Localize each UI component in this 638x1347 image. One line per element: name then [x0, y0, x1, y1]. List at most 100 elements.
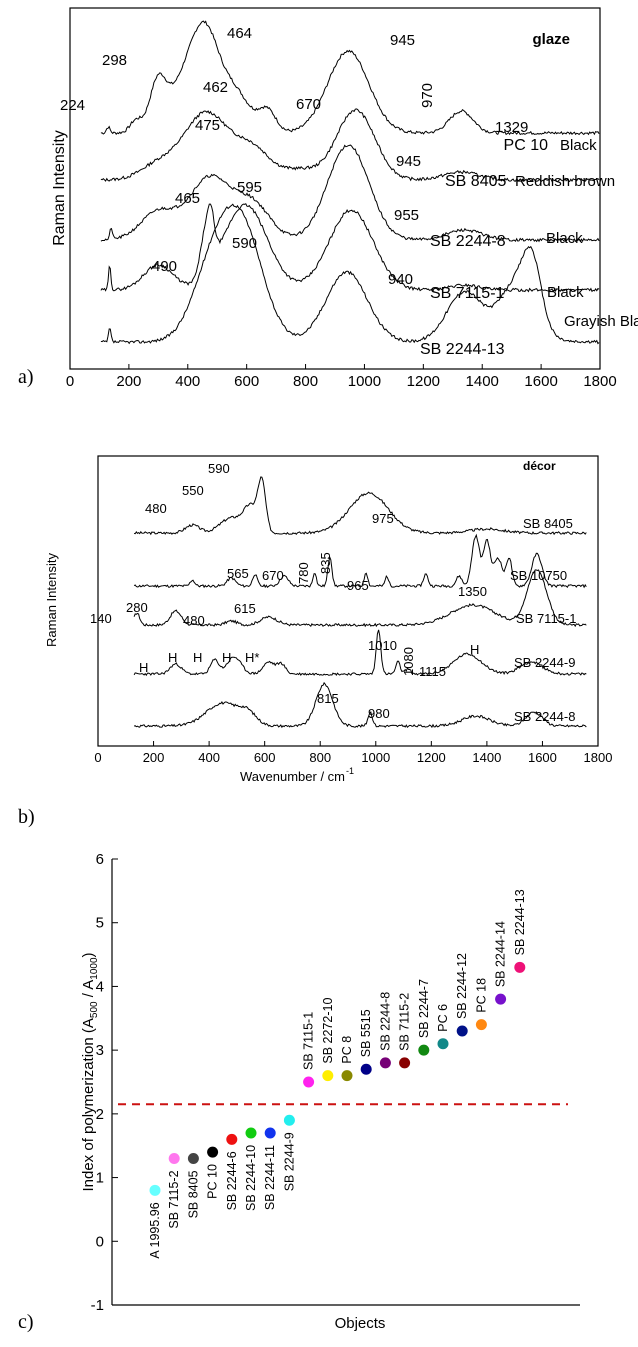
panel-b-spectra: [133, 476, 587, 729]
panel-c-ylabel-mid: / A: [80, 980, 97, 1002]
panel-b-xlabel: Wavenumber / cm: [240, 769, 345, 784]
c-point: [226, 1133, 238, 1145]
a-xtick-label: 200: [116, 373, 141, 390]
a-peak-595: 595: [237, 179, 262, 196]
a-peak-945-2: 945: [396, 153, 421, 170]
b-hematite-star: H*: [245, 650, 259, 665]
b-series-label-sb10750: SB 10750: [510, 568, 567, 583]
b-peak-1010: 1010: [368, 638, 397, 653]
panel-c-ylabel-main: Index of polymerization (A: [80, 1018, 97, 1191]
c-point: [264, 1127, 276, 1139]
a-peak-462: 462: [203, 79, 228, 96]
panel-c-ylabel-sub2: 1000: [89, 957, 100, 980]
c-ytick-label: 3: [96, 1042, 104, 1059]
panel-b-xticks: 0 200 400 600 800 1000 1200 1400 1600 1800: [94, 741, 612, 765]
a-peak-475: 475: [195, 117, 220, 134]
a-series-color-sb2244-8: Black: [546, 230, 583, 247]
c-point-label: SB 7115-2: [167, 1170, 181, 1228]
c-point-label: SB 2272-10: [321, 998, 335, 1064]
a-peak-670: 670: [296, 96, 321, 113]
c-point: [245, 1127, 257, 1139]
panel-c-ylabel-end: ): [80, 952, 97, 957]
c-point-label: PC 6: [436, 1004, 450, 1032]
b-peak-980: 980: [368, 706, 390, 721]
b-series-label-sb8405: SB 8405: [523, 516, 573, 531]
b-peak-780: 780: [296, 562, 311, 584]
panel-label-a: a): [18, 366, 34, 388]
a-spectrum-5: [100, 203, 600, 345]
b-peak-965: 965: [347, 578, 369, 593]
panel-a-frame: [69, 7, 601, 370]
b-peak-550: 550: [182, 483, 204, 498]
c-point-label: SB 2244-11: [263, 1145, 277, 1210]
a-xtick-label: 1000: [348, 373, 381, 390]
b-xtick-label: 1000: [361, 750, 390, 765]
b-xtick-label: 1200: [417, 750, 446, 765]
b-peak-1115: 1115: [419, 664, 446, 679]
c-point: [475, 1019, 487, 1031]
c-ytick-label: 4: [96, 978, 104, 995]
panel-b-frame: [97, 455, 599, 747]
a-xtick-label: 1200: [407, 373, 440, 390]
b-peak-565: 565: [227, 566, 249, 581]
panel-c-chart: -1 0 1 2 3 4 5 6 A 1995.96 SB 7115-2 SB 8405 PC 10…: [80, 851, 580, 1332]
b-peak-1080: 1080: [401, 647, 416, 676]
b-series-label-sb2244-9: SB 2244-9: [514, 655, 575, 670]
b-xtick-label: 200: [143, 750, 165, 765]
panel-b-ylabel: Raman Intensity: [44, 553, 59, 647]
c-point-label: PC 8: [340, 1036, 354, 1064]
panel-c-yticks: -1 0 1 2 3 4 5 6: [91, 851, 118, 1314]
b-hematite-1: H: [139, 660, 148, 675]
b-xtick-label: 1600: [528, 750, 557, 765]
c-point-label: SB 7115-1: [302, 1012, 316, 1070]
b-spectrum-2: [133, 533, 587, 589]
c-point: [283, 1114, 295, 1126]
c-point: [456, 1025, 468, 1037]
b-hematite-3: H: [193, 650, 202, 665]
c-point-label: SB 2244-12: [455, 953, 469, 1019]
a-peak-955: 955: [394, 207, 419, 224]
a-xtick-label: 400: [175, 373, 200, 390]
panel-c-xlabel: Objects: [335, 1315, 386, 1332]
a-peak-970: 970: [419, 83, 436, 108]
b-peak-975: 975: [372, 511, 394, 526]
b-peak-480-2: 480: [183, 613, 205, 628]
a-peak-465: 465: [175, 190, 200, 207]
b-peak-590: 590: [208, 461, 230, 476]
c-ytick-label: 2: [96, 1106, 104, 1123]
a-series-color-sb8405: Reddish brown: [515, 173, 615, 190]
c-point-label: SB 2244-6: [225, 1151, 239, 1210]
panel-b-chart: décor Raman Intensity 0 200 400 600 800 1000 1…: [44, 455, 612, 784]
panel-b-title: décor: [523, 459, 556, 473]
panel-c-ylabel-sub1: 500: [89, 1001, 100, 1018]
c-point-label: PC 18: [474, 978, 488, 1013]
a-xtick-label: 0: [66, 373, 74, 390]
b-series-label-sb7115-1: SB 7115-1: [516, 611, 576, 626]
b-spectrum-1: [133, 476, 587, 536]
c-point-label: SB 2244-7: [417, 979, 431, 1038]
c-point: [168, 1152, 180, 1164]
a-xtick-label: 600: [234, 373, 259, 390]
c-point-label: SB 2244-8: [378, 992, 392, 1051]
a-peak-224: 224: [60, 97, 85, 114]
a-peak-1329: 1329: [495, 119, 528, 136]
c-point: [341, 1070, 353, 1082]
a-peak-298: 298: [102, 52, 127, 69]
a-xtick-label: 800: [293, 373, 318, 390]
c-point: [418, 1044, 430, 1056]
panel-b-xlabel-sup: -1: [346, 766, 354, 776]
panel-c-ylabel: Index of polymerization (A500 / A1000): [80, 952, 100, 1191]
c-point-label: SB 8405: [186, 1170, 200, 1218]
b-peak-670: 670: [262, 568, 284, 583]
a-series-label-sb7115-1: SB 7115-1: [430, 285, 505, 302]
b-peak-140: 140: [90, 611, 112, 626]
c-point: [207, 1146, 219, 1158]
b-peak-1350: 1350: [458, 584, 487, 599]
c-ytick-label: -1: [91, 1297, 104, 1314]
c-point-label: SB 2244-10: [244, 1145, 258, 1211]
panel-a-xticks: 0 200 400 600 800 1000 1200 1400 1600 1800: [66, 364, 617, 390]
b-xtick-label: 600: [254, 750, 276, 765]
c-point: [322, 1070, 334, 1082]
c-point: [149, 1184, 161, 1196]
